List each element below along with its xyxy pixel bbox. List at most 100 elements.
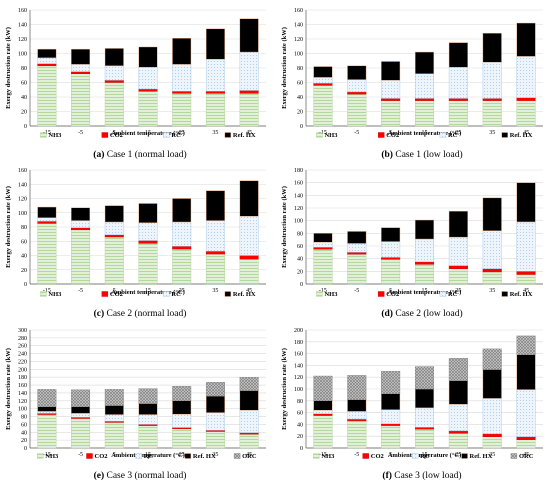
legend-label: RC (171, 291, 181, 298)
legend-label: Ref. HX (470, 453, 493, 460)
y-tick-label: 80 (297, 231, 303, 237)
y-tick-label: 20 (297, 434, 303, 440)
bar-segment-ref-hx (37, 206, 57, 218)
bar-segment-orc (37, 389, 57, 407)
y-tick-label: 80 (21, 225, 27, 231)
legend-label: CO2 (386, 291, 399, 298)
x-tick-label: 5 (389, 288, 392, 294)
x-axis-label: Ambient temperature (°C) (111, 130, 185, 137)
legend-swatch (461, 453, 468, 459)
bar-segment-co2 (347, 252, 367, 255)
bar-segment-nh3 (381, 425, 401, 449)
bar-segment-ref-hx (347, 65, 367, 80)
x-tick-label: 35 (212, 130, 218, 136)
bar-segment-orc (104, 389, 124, 406)
legend-label: CO2 (110, 132, 123, 139)
bar-segment-ref-hx (448, 42, 468, 68)
bar-segment-co2 (347, 91, 367, 95)
legend-label: NH3 (324, 291, 338, 298)
x-tick-label: -15 (319, 288, 327, 294)
bar-segment-rc (172, 413, 192, 428)
bar-segment-rc (172, 221, 192, 247)
legend-label: NH3 (324, 132, 338, 139)
bar-segment-nh3 (381, 259, 401, 285)
y-tick-label: 160 (294, 8, 303, 14)
chart-panel-4: 0 20 40 60 80 100 120 140 160 180 Exergy destructi… (281, 168, 543, 319)
bar-segment-co2 (138, 240, 158, 244)
legend-swatch (439, 291, 447, 297)
bar-segment-rc (381, 409, 401, 425)
legend-label: RC (171, 132, 181, 139)
y-tick-label: 260 (18, 344, 27, 350)
bar-segment-nh3 (138, 425, 158, 449)
bar-segment-ref-hx (37, 48, 57, 59)
bar-segment-ref-hx (381, 393, 401, 410)
bar-segment-rc (71, 220, 91, 228)
bar-segment-co2 (172, 90, 192, 94)
bar-segment-co2 (414, 427, 435, 430)
bar-segment-nh3 (239, 93, 259, 127)
bar-segment-co2 (205, 90, 225, 94)
bar-segment-rc (205, 412, 225, 431)
bar-segment-orc (313, 375, 333, 401)
bar-segment-rc (37, 411, 57, 414)
panel-caption-letter: (b) (381, 149, 393, 160)
bar-segment-ref-hx (313, 66, 333, 78)
legend-swatch (233, 453, 241, 459)
x-tick-label: 35 (212, 452, 218, 458)
legend-swatch (316, 291, 323, 297)
bar-segment-rc (448, 236, 468, 266)
y-tick-label: 20 (297, 110, 303, 116)
bar-segment-rc (104, 221, 124, 236)
bar-segment-nh3 (414, 100, 435, 127)
bar-segment-ref-hx (381, 61, 401, 81)
bar-segment-ref-hx (71, 48, 91, 65)
chart-panel-1: 0 20 40 60 80 100 120 140 160 Exergy destruction … (5, 8, 266, 160)
bar-segment-nh3 (172, 93, 192, 127)
panel-caption-text: Case 2 (low load) (393, 308, 463, 319)
legend-swatch (40, 132, 47, 138)
y-tick-label: 20 (21, 110, 27, 116)
legend-label: NH3 (45, 453, 59, 460)
panel-caption-text: Case 1 (normal load) (104, 149, 186, 160)
x-tick-label: 5 (389, 452, 392, 458)
bar-segment-nh3 (104, 82, 124, 127)
y-tick-label: 60 (21, 239, 27, 245)
y-tick-label: 180 (294, 168, 303, 174)
x-tick-label: 45 (246, 288, 252, 294)
x-tick-label: 15 (422, 130, 428, 136)
bar-segment-co2 (37, 221, 57, 224)
bar-segment-nh3 (414, 428, 435, 449)
x-tick-label: 25 (179, 130, 185, 136)
y-tick-label: 60 (297, 244, 303, 250)
bar-segment-ref-hx (313, 400, 333, 411)
bar-segment-rc (414, 407, 435, 428)
x-tick-label: 45 (246, 130, 252, 136)
legend-swatch (411, 453, 419, 459)
bar-segment-ref-hx (104, 48, 124, 67)
y-tick-label: 100 (294, 219, 303, 225)
bar-segment-rc (516, 56, 536, 98)
y-tick-label: 80 (297, 399, 303, 405)
bar-segment-rc (205, 220, 225, 252)
legend-swatch (163, 291, 170, 297)
bar-segment-co2 (448, 430, 468, 434)
bar-segment-co2 (482, 433, 502, 437)
x-tick-label: 35 (489, 452, 495, 458)
bar-segment-co2 (104, 234, 124, 238)
bar-segment-co2 (482, 268, 502, 273)
bar-segment-ref-hx (71, 207, 91, 221)
y-tick-label: 0 (300, 282, 303, 288)
y-tick-label: 40 (297, 257, 303, 263)
x-axis-label: Ambient temperature (°C) (111, 289, 185, 296)
y-tick-label: 120 (294, 375, 303, 381)
y-tick-label: 40 (297, 95, 303, 101)
legend-swatch (362, 453, 369, 459)
bar-segment-co2 (516, 271, 536, 275)
bar-segment-ref-hx (37, 406, 57, 412)
x-tick-label: -15 (43, 452, 51, 458)
y-axis-label: Exergy destruction rate (kW) (281, 348, 288, 430)
panel-caption-text: Case 1 (low load) (393, 149, 463, 160)
y-tick-label: 300 (18, 328, 27, 334)
